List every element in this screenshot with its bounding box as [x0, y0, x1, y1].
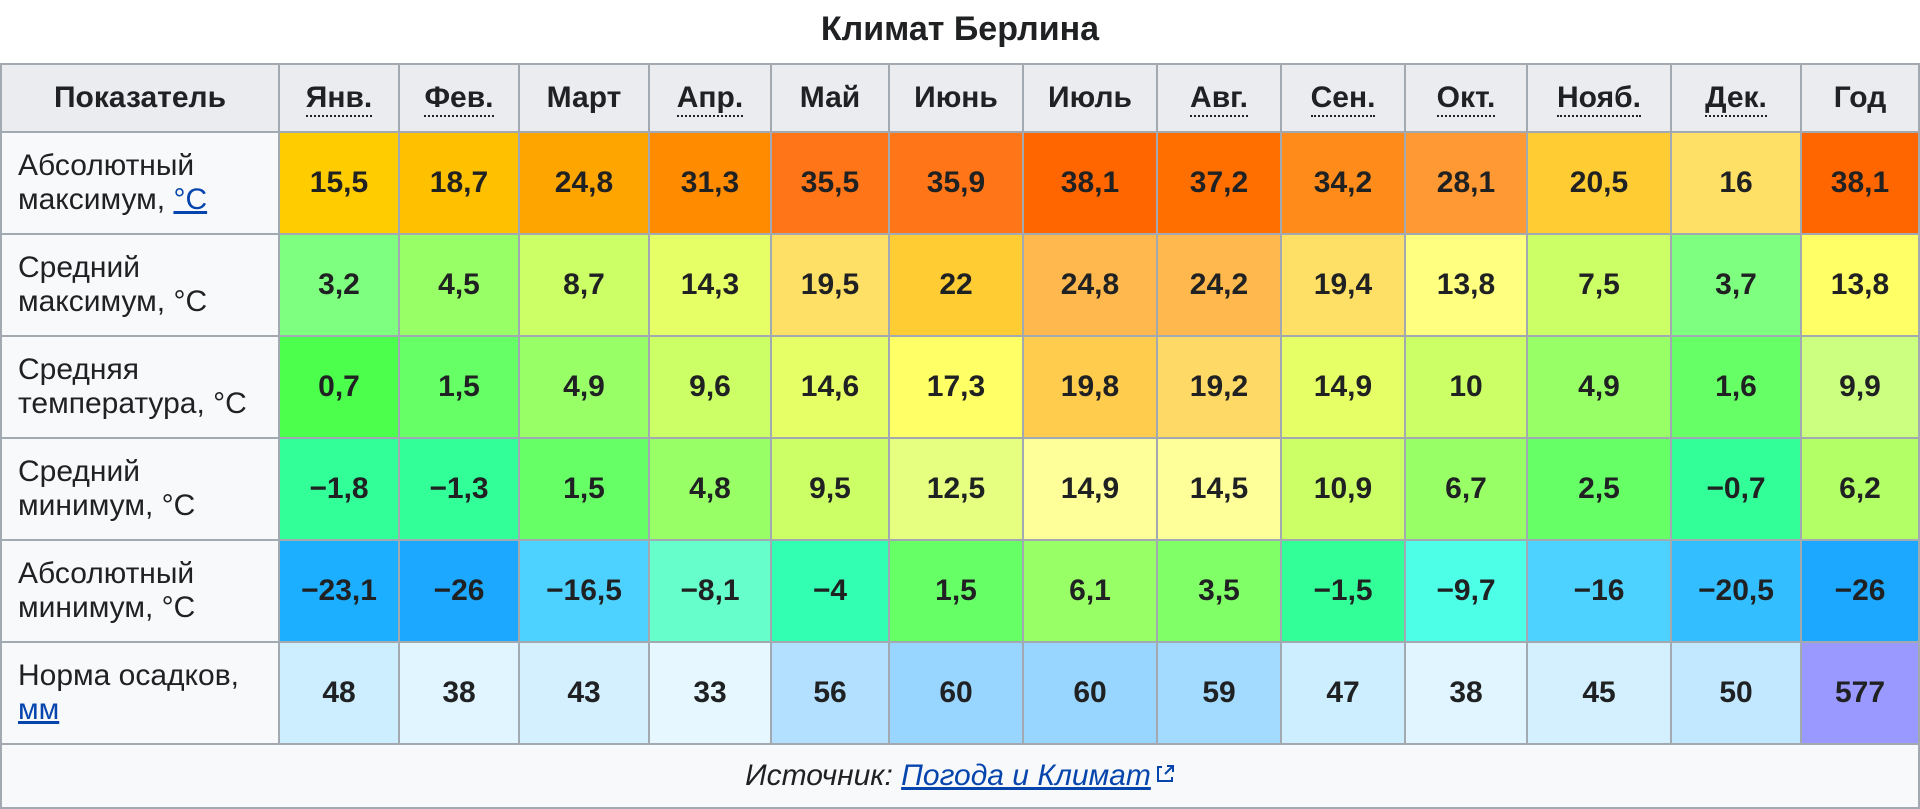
- col-month: Июль: [1023, 64, 1157, 132]
- col-month: Июнь: [889, 64, 1023, 132]
- data-cell: 17,3: [889, 336, 1023, 438]
- data-cell: 10,9: [1281, 438, 1405, 540]
- unit-link[interactable]: °C: [173, 183, 207, 216]
- data-cell: 4,9: [1527, 336, 1671, 438]
- data-cell: 14,6: [771, 336, 889, 438]
- data-cell: 15,5: [279, 132, 399, 234]
- data-cell: 4,8: [649, 438, 771, 540]
- data-cell: 34,2: [1281, 132, 1405, 234]
- col-month: Год: [1801, 64, 1919, 132]
- table-row: Средняя температура, °C0,71,54,99,614,61…: [1, 336, 1919, 438]
- data-cell: 6,1: [1023, 540, 1157, 642]
- data-cell: 22: [889, 234, 1023, 336]
- data-cell: 28,1: [1405, 132, 1527, 234]
- external-link-icon: [1155, 764, 1175, 784]
- data-cell: 14,9: [1023, 438, 1157, 540]
- climate-table: Климат Берлина ПоказательЯнв.Фев.МартАпр…: [0, 0, 1920, 809]
- source-link[interactable]: Погода и Климат: [901, 759, 1175, 792]
- data-cell: 0,7: [279, 336, 399, 438]
- col-month: Нояб.: [1527, 64, 1671, 132]
- data-cell: −1,5: [1281, 540, 1405, 642]
- data-cell: 1,6: [1671, 336, 1801, 438]
- data-cell: −20,5: [1671, 540, 1801, 642]
- data-cell: 2,5: [1527, 438, 1671, 540]
- data-cell: 1,5: [399, 336, 519, 438]
- source-prefix: Источник:: [745, 759, 901, 792]
- data-cell: 3,7: [1671, 234, 1801, 336]
- data-cell: −26: [1801, 540, 1919, 642]
- data-cell: 24,8: [519, 132, 649, 234]
- data-cell: 35,9: [889, 132, 1023, 234]
- data-cell: 4,9: [519, 336, 649, 438]
- data-cell: −1,8: [279, 438, 399, 540]
- data-cell: 4,5: [399, 234, 519, 336]
- col-month: Май: [771, 64, 889, 132]
- table-row: Средний максимум, °C3,24,58,714,319,5222…: [1, 234, 1919, 336]
- col-month: Дек.: [1671, 64, 1801, 132]
- data-cell: −26: [399, 540, 519, 642]
- data-cell: 10: [1405, 336, 1527, 438]
- data-cell: 3,2: [279, 234, 399, 336]
- data-cell: 6,2: [1801, 438, 1919, 540]
- table-row: Абсолютный минимум, °C−23,1−26−16,5−8,1−…: [1, 540, 1919, 642]
- data-cell: 31,3: [649, 132, 771, 234]
- data-cell: 1,5: [889, 540, 1023, 642]
- col-month: Авг.: [1157, 64, 1281, 132]
- row-label: Абсолютный максимум, °C: [1, 132, 279, 234]
- row-label: Средний максимум, °C: [1, 234, 279, 336]
- row-label: Средний минимум, °C: [1, 438, 279, 540]
- data-cell: 35,5: [771, 132, 889, 234]
- col-month: Март: [519, 64, 649, 132]
- col-month: Сен.: [1281, 64, 1405, 132]
- data-cell: 19,8: [1023, 336, 1157, 438]
- data-cell: 9,5: [771, 438, 889, 540]
- data-cell: 24,8: [1023, 234, 1157, 336]
- data-cell: 9,6: [649, 336, 771, 438]
- col-indicator: Показатель: [1, 64, 279, 132]
- data-cell: 19,5: [771, 234, 889, 336]
- data-cell: 20,5: [1527, 132, 1671, 234]
- data-cell: 12,5: [889, 438, 1023, 540]
- data-cell: −16,5: [519, 540, 649, 642]
- table-row: Абсолютный максимум, °C15,518,724,831,33…: [1, 132, 1919, 234]
- data-cell: 38,1: [1801, 132, 1919, 234]
- source-cell: Источник: Погода и Климат: [1, 744, 1919, 808]
- data-cell: 19,4: [1281, 234, 1405, 336]
- data-cell: −8,1: [649, 540, 771, 642]
- data-cell: 13,8: [1405, 234, 1527, 336]
- data-cell: 24,2: [1157, 234, 1281, 336]
- data-cell: 1,5: [519, 438, 649, 540]
- data-cell: −1,3: [399, 438, 519, 540]
- data-cell: 37,2: [1157, 132, 1281, 234]
- data-cell: 9,9: [1801, 336, 1919, 438]
- data-cell: 19,2: [1157, 336, 1281, 438]
- data-cell: 6,7: [1405, 438, 1527, 540]
- table-body: Абсолютный максимум, °C15,518,724,831,33…: [1, 132, 1919, 744]
- data-cell: −23,1: [279, 540, 399, 642]
- unit-link[interactable]: мм: [18, 693, 59, 726]
- data-cell: 38,1: [1023, 132, 1157, 234]
- col-month: Апр.: [649, 64, 771, 132]
- data-cell: 8,7: [519, 234, 649, 336]
- data-cell: 3,5: [1157, 540, 1281, 642]
- data-cell: 14,9: [1281, 336, 1405, 438]
- data-cell: 13,8: [1801, 234, 1919, 336]
- col-month: Фев.: [399, 64, 519, 132]
- data-cell: −4: [771, 540, 889, 642]
- data-cell: −9,7: [1405, 540, 1527, 642]
- data-cell: 7,5: [1527, 234, 1671, 336]
- header-row: ПоказательЯнв.Фев.МартАпр.МайИюньИюльАвг…: [1, 64, 1919, 132]
- data-cell: −0,7: [1671, 438, 1801, 540]
- col-month: Янв.: [279, 64, 399, 132]
- data-cell: 14,3: [649, 234, 771, 336]
- row-label: Абсолютный минимум, °C: [1, 540, 279, 642]
- data-cell: 18,7: [399, 132, 519, 234]
- table-caption: Климат Берлина: [0, 0, 1920, 63]
- data-cell: 14,5: [1157, 438, 1281, 540]
- table-row: Средний минимум, °C−1,8−1,31,54,89,512,5…: [1, 438, 1919, 540]
- data-cell: −16: [1527, 540, 1671, 642]
- data-cell: 16: [1671, 132, 1801, 234]
- col-month: Окт.: [1405, 64, 1527, 132]
- row-label: Средняя температура, °C: [1, 336, 279, 438]
